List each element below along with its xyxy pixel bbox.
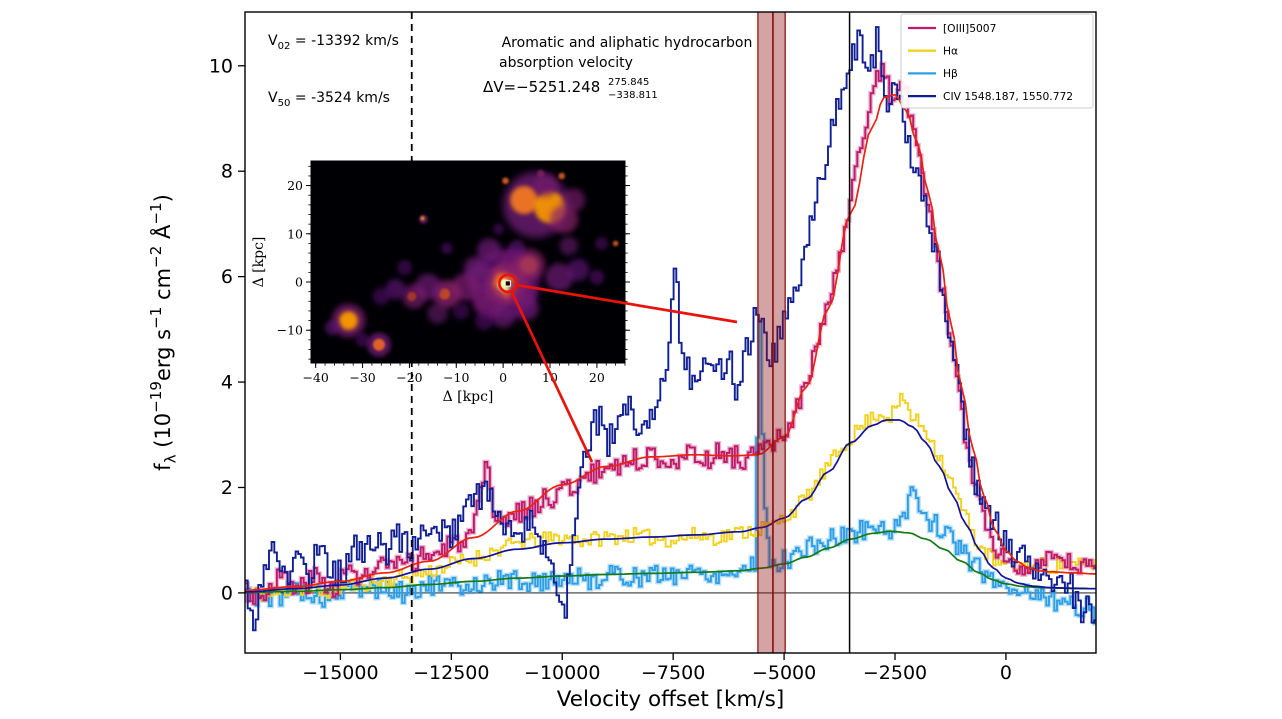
inset-blob bbox=[407, 291, 417, 302]
y-tick-label: 2 bbox=[221, 477, 233, 499]
inset-y-tick-label: 0 bbox=[295, 275, 303, 290]
inset-blob bbox=[510, 185, 539, 215]
inset-blob bbox=[550, 205, 579, 234]
inset-blob bbox=[589, 269, 605, 285]
annotation-absorption-upper-error: 275.845 bbox=[608, 77, 649, 88]
inset-x-tick-label: −20 bbox=[396, 370, 422, 385]
inset-blob bbox=[559, 236, 579, 256]
legend-label-1: [OIII]5007 bbox=[943, 22, 996, 35]
callout-line-1 bbox=[517, 283, 738, 324]
x-tick-label: −2500 bbox=[863, 662, 927, 684]
inset-blob bbox=[441, 242, 453, 254]
inset-y-tick-label: 10 bbox=[287, 226, 303, 241]
x-tick-label: −15000 bbox=[302, 662, 378, 684]
fit-hbeta bbox=[245, 530, 1096, 594]
inset-blob bbox=[512, 248, 546, 282]
inset-blob bbox=[324, 320, 340, 336]
fit-halpha bbox=[245, 419, 1096, 593]
legend-label-3: Hβ bbox=[943, 67, 958, 80]
legend-label-2: Hα bbox=[943, 45, 958, 58]
inset-blob bbox=[438, 288, 451, 300]
inset-x-tick-label: −30 bbox=[349, 370, 375, 385]
inset-blob bbox=[372, 288, 390, 305]
inset-y-tick-label: −10 bbox=[277, 323, 303, 338]
annotation-absorption-line1: Aromatic and aliphatic hydrocarbon bbox=[502, 35, 753, 51]
series-halpha bbox=[245, 392, 1096, 602]
y-tick-label: 4 bbox=[221, 372, 233, 394]
x-tick-label: −7500 bbox=[641, 662, 705, 684]
x-tick-label: −10000 bbox=[524, 662, 600, 684]
y-tick-label: 6 bbox=[221, 266, 233, 288]
x-tick-label: −12500 bbox=[413, 662, 489, 684]
inset-blob bbox=[476, 238, 502, 263]
y-tick-label: 8 bbox=[221, 161, 233, 183]
inset-blob bbox=[452, 302, 470, 320]
inset-blob bbox=[492, 223, 505, 235]
inset-blob bbox=[545, 263, 574, 292]
legend-label-4: CIV 1548.187, 1550.772 bbox=[943, 90, 1073, 103]
inset-blob bbox=[427, 303, 448, 324]
inset-marker-square bbox=[504, 280, 511, 287]
callout-line-2 bbox=[510, 291, 594, 463]
x-tick-label: 0 bbox=[1000, 662, 1012, 684]
series-civ bbox=[245, 26, 1096, 632]
inset-blob bbox=[514, 296, 539, 321]
inset-blob bbox=[475, 311, 494, 330]
inset-blob bbox=[561, 188, 586, 212]
inset-blob bbox=[339, 311, 358, 330]
inset-x-tick-label: 0 bbox=[499, 370, 507, 385]
inset-blob bbox=[385, 278, 406, 300]
annotation-v50: V50 = -3524 km/s bbox=[268, 90, 390, 109]
inset-blob bbox=[558, 172, 566, 180]
inset-blob bbox=[372, 338, 386, 351]
inset-marker-circle bbox=[497, 273, 518, 294]
inset-x-tick-label: −40 bbox=[302, 370, 328, 385]
inset-blob bbox=[533, 173, 558, 198]
inset-blob bbox=[420, 216, 425, 221]
inset-y-tick-label: 20 bbox=[287, 178, 303, 193]
annotation-absorption-lower-error: −338.811 bbox=[608, 90, 658, 101]
fit-oiii5007 bbox=[245, 93, 1096, 592]
inset-x-tick-label: 20 bbox=[589, 370, 605, 385]
inset-blob bbox=[612, 240, 619, 247]
inset-blob bbox=[595, 236, 609, 251]
annotation-absorption-line2: absorption velocity bbox=[499, 55, 633, 71]
x-axis-label: Velocity offset [km/s] bbox=[557, 687, 784, 712]
inset-blob bbox=[508, 239, 526, 257]
x-tick-label: −5000 bbox=[752, 662, 816, 684]
inset-blob bbox=[502, 177, 509, 185]
inset-y-axis-label: Δ [kpc] bbox=[251, 237, 267, 288]
inset-blob bbox=[355, 332, 370, 347]
inset-blob bbox=[536, 169, 545, 178]
inset-x-axis-label: Δ [kpc] bbox=[443, 389, 494, 405]
y-axis-label: fλ (10−19erg s−1 cm−2 Å−1) bbox=[147, 194, 180, 471]
inset-x-tick-label: −10 bbox=[443, 370, 469, 385]
inset-blob bbox=[463, 256, 487, 279]
y-tick-label: 0 bbox=[221, 582, 233, 604]
inset-blob bbox=[566, 258, 590, 282]
y-tick-label: 10 bbox=[209, 55, 233, 77]
series-group bbox=[245, 26, 1096, 632]
legend-box bbox=[900, 13, 1094, 109]
annotation-absorption-value: ΔV=−5251.248 bbox=[483, 78, 600, 96]
annotation-v02: V02 = -13392 km/s bbox=[268, 33, 399, 52]
inset-blob bbox=[397, 260, 413, 276]
plot-frame bbox=[244, 11, 1097, 654]
legend: [OIII]5007 Hα Hβ CIV 1548.187, 1550.772 bbox=[900, 13, 1094, 109]
inset-blob bbox=[490, 303, 516, 328]
absorption-band bbox=[757, 12, 786, 653]
inset-blobs bbox=[324, 169, 619, 357]
